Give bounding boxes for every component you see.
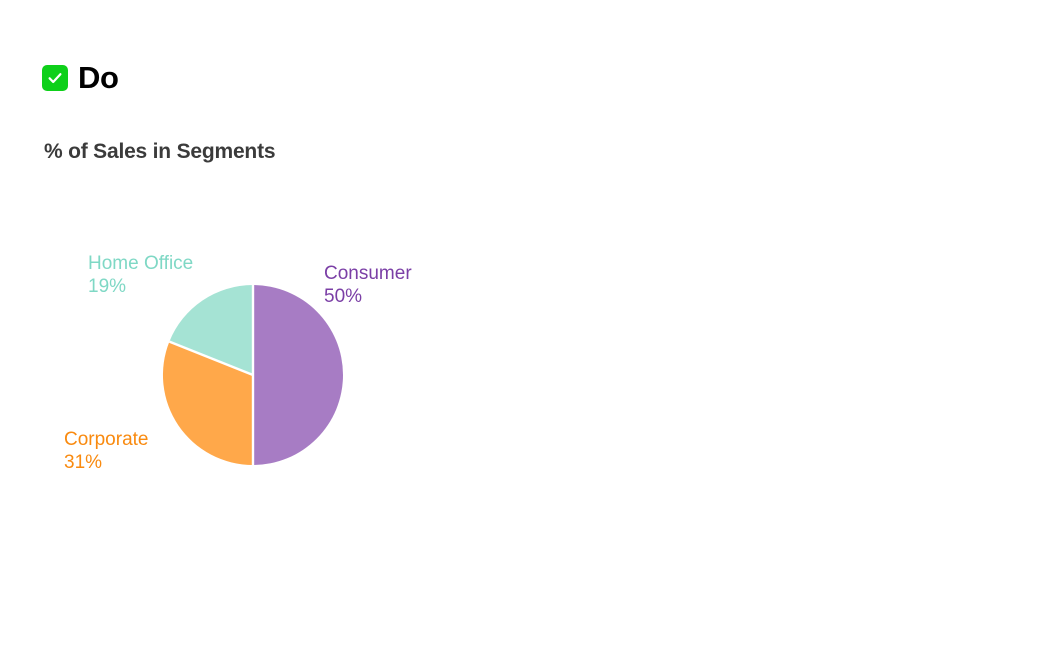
pie-slice-corporate [162,341,253,465]
pie-label-home-office: Home Office 19% [88,252,193,298]
pie-label-corporate-name: Corporate [64,429,149,450]
do-verdict-heading: Do [42,62,119,93]
pie-label-home-office-name: Home Office [88,253,194,274]
pie-slice-consumer [253,285,343,465]
pie-label-corporate: Corporate 31% [64,428,149,474]
segments-chart-title: % of Sales in Segments [44,140,276,163]
pie-label-home-office-pct: 19% [88,276,127,298]
pie-label-corporate-pct: 31% [64,452,103,474]
pie-label-consumer: Consumer 50% [324,262,412,308]
do-label: Do [78,60,119,95]
do-panel: Do % of Sales in Segments Home Office [42,62,412,474]
pie-slice-home-office [169,285,253,375]
check-mark-badge-icon [42,64,68,91]
pie-label-consumer-name: Consumer [324,263,412,284]
segments-pie-chart [160,282,346,473]
dont-panel: Don't % of Sales in Regions [560,0,1040,662]
pie-label-consumer-pct: 50% [324,286,363,308]
